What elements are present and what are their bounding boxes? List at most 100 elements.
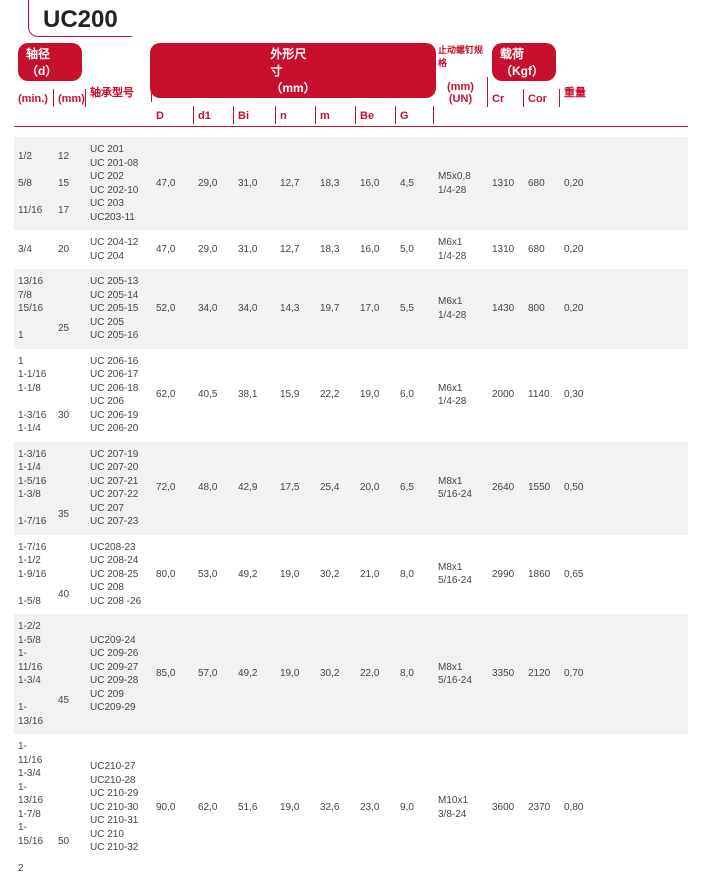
- cell-Bi: 34,0: [234, 302, 276, 316]
- series-title: UC200: [43, 6, 118, 34]
- cell-weight: 0,80: [560, 801, 600, 815]
- cell-Cor: 800: [524, 302, 560, 316]
- cell-thread: M6x1 1/4-28: [434, 295, 488, 322]
- table-row: 1-11/16 1-3/4 1-13/16 1-7/8 1-15/16 2 50…: [14, 734, 688, 881]
- cell-n: 12,7: [276, 177, 316, 191]
- cell-min: 3/4: [14, 243, 54, 257]
- cell-Bi: 51,6: [234, 801, 276, 815]
- header-load: 载荷（Kgf）: [492, 43, 556, 81]
- cell-weight: 0,70: [560, 667, 600, 681]
- cell-G: 5,0: [396, 243, 434, 257]
- cell-G: 6,0: [396, 388, 434, 402]
- cell-Cor: 680: [524, 177, 560, 191]
- cell-min: 1 1-1/16 1-1/8 1-3/16 1-1/4: [14, 355, 54, 436]
- cell-model: UC 204-12 UC 204: [86, 236, 152, 263]
- cell-d1: 53,0: [194, 568, 234, 582]
- cell-Cr: 2640: [488, 481, 524, 495]
- cell-Bi: 38,1: [234, 388, 276, 402]
- cell-model: UC210-27 UC210-28 UC 210-29 UC 210-30 UC…: [86, 760, 152, 855]
- cell-min: 13/16 7/8 15/16 1: [14, 275, 54, 343]
- cell-model: UC 205-13 UC 205-14 UC 205-15 UC 205 UC …: [86, 275, 152, 343]
- cell-Be: 16,0: [356, 243, 396, 257]
- cell-model: UC209-24 UC 209-26 UC 209-27 UC 209-28 U…: [86, 634, 152, 715]
- cell-Be: 23,0: [356, 801, 396, 815]
- cell-D: 72,0: [152, 481, 194, 495]
- header-n: n: [276, 106, 316, 124]
- cell-Be: 16,0: [356, 177, 396, 191]
- cell-G: 8,0: [396, 568, 434, 582]
- cell-d1: 34,0: [194, 302, 234, 316]
- cell-G: 4,5: [396, 177, 434, 191]
- cell-model: UC 206-16 UC 206-17 UC 206-18 UC 206 UC …: [86, 355, 152, 436]
- cell-d1: 29,0: [194, 243, 234, 257]
- cell-Bi: 31,0: [234, 243, 276, 257]
- header-min: (min.): [14, 89, 54, 107]
- cell-weight: 0,30: [560, 388, 600, 402]
- table-header: 轴径（d） (min.) (mm) 轴承型号 外形尺寸（mm） D d1 Bi …: [14, 43, 702, 124]
- cell-mm: 12 15 17: [54, 150, 86, 218]
- cell-m: 22,2: [316, 388, 356, 402]
- cell-n: 19,0: [276, 801, 316, 815]
- header-shaft-dia: 轴径（d）: [18, 43, 82, 81]
- cell-m: 32,6: [316, 801, 356, 815]
- cell-d1: 57,0: [194, 667, 234, 681]
- cell-D: 52,0: [152, 302, 194, 316]
- cell-n: 19,0: [276, 568, 316, 582]
- cell-Cor: 2370: [524, 801, 560, 815]
- cell-thread: M10x1 3/8-24: [434, 794, 488, 821]
- cell-G: 6,5: [396, 481, 434, 495]
- table-row: 1-3/16 1-1/4 1-5/16 1-3/8 1-7/16 35UC 20…: [14, 442, 688, 535]
- header-Be: Be: [356, 106, 396, 124]
- cell-thread: M6x1 1/4-28: [434, 382, 488, 409]
- cell-weight: 0,65: [560, 568, 600, 582]
- header-d1: d1: [194, 106, 234, 124]
- cell-mm: 35: [54, 454, 86, 522]
- header-Bi: Bi: [234, 106, 276, 124]
- cell-Cr: 1310: [488, 243, 524, 257]
- title-tab: UC200: [28, 0, 132, 37]
- cell-Be: 20,0: [356, 481, 396, 495]
- table-row: 1-7/16 1-1/2 1-9/16 1-5/8 40UC208-23 UC …: [14, 535, 688, 615]
- header-thread-sub: (mm) (UN): [434, 77, 488, 107]
- table-row: 13/16 7/8 15/16 1 25UC 205-13 UC 205-14 …: [14, 269, 688, 349]
- header-mm: (mm): [54, 89, 86, 107]
- cell-D: 47,0: [152, 243, 194, 257]
- cell-min: 1-11/16 1-3/4 1-13/16 1-7/8 1-15/16 2: [14, 740, 54, 875]
- cell-n: 19,0: [276, 667, 316, 681]
- cell-min: 1/2 5/8 11/16: [14, 150, 54, 218]
- cell-n: 17,5: [276, 481, 316, 495]
- cell-thread: M6x1 1/4-28: [434, 236, 488, 263]
- table-row: 1/2 5/8 11/1612 15 17UC 201 UC 201-08 UC…: [14, 137, 688, 230]
- cell-Be: 19,0: [356, 388, 396, 402]
- cell-weight: 0,20: [560, 243, 600, 257]
- cell-min: 1-2/2 1-5/8 1-11/16 1-3/4 1-13/16: [14, 620, 54, 728]
- header-model: 轴承型号: [86, 80, 152, 102]
- header-Cr: Cr: [488, 89, 524, 107]
- cell-mm: 30: [54, 368, 86, 422]
- cell-thread: M8x1 5/16-24: [434, 561, 488, 588]
- header-weight: 重量: [560, 80, 600, 102]
- cell-mm: 50: [54, 767, 86, 848]
- cell-Cr: 1430: [488, 302, 524, 316]
- cell-Cr: 3600: [488, 801, 524, 815]
- cell-n: 14,3: [276, 302, 316, 316]
- header-G: G: [396, 106, 434, 124]
- table-row: 1-2/2 1-5/8 1-11/16 1-3/4 1-13/16 45UC20…: [14, 614, 688, 734]
- cell-d1: 40,5: [194, 388, 234, 402]
- cell-Cr: 2990: [488, 568, 524, 582]
- cell-Bi: 31,0: [234, 177, 276, 191]
- cell-G: 9,0: [396, 801, 434, 815]
- table-row: 3/420UC 204-12 UC 20447,029,031,012,718,…: [14, 230, 688, 269]
- cell-Cor: 1550: [524, 481, 560, 495]
- cell-d1: 48,0: [194, 481, 234, 495]
- cell-mm: 25: [54, 282, 86, 336]
- cell-mm: 40: [54, 547, 86, 601]
- header-Cor: Cor: [524, 89, 560, 107]
- cell-thread: M8x1 5/16-24: [434, 661, 488, 688]
- cell-Cor: 1140: [524, 388, 560, 402]
- cell-thread: M8x1 5/16-24: [434, 475, 488, 502]
- table-row: 1 1-1/16 1-1/8 1-3/16 1-1/4 30UC 206-16 …: [14, 349, 688, 442]
- header-rule: [14, 126, 688, 127]
- cell-Bi: 49,2: [234, 667, 276, 681]
- cell-m: 25,4: [316, 481, 356, 495]
